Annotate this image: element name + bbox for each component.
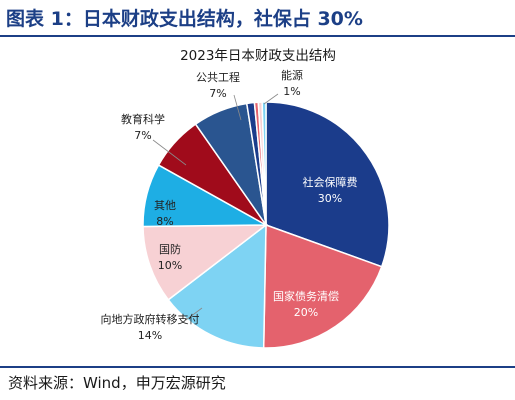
slice-value-label: 10% bbox=[158, 259, 182, 272]
slice-value-label: 14% bbox=[138, 329, 162, 342]
slice-label: 教育科学 bbox=[121, 112, 165, 126]
slice-label: 能源 bbox=[281, 68, 303, 82]
pie-slice-能源 bbox=[261, 101, 267, 226]
slice-label: 其他 bbox=[154, 199, 176, 212]
leader-line bbox=[185, 307, 203, 321]
slice-label: 社会保障费 bbox=[303, 175, 358, 189]
slice-label: 国家债务清偿 bbox=[273, 289, 339, 303]
pie-slice-国家债务清偿 bbox=[262, 223, 383, 349]
top-divider bbox=[0, 35, 515, 37]
slice-labels: 社会保障费 30% 国家债务清偿 20% 向地方政府转移支付 14% 国防 10% 其他 8% 教育… bbox=[101, 68, 358, 342]
slice-value-label: 20% bbox=[294, 306, 318, 319]
pie-slice-社会保障费 bbox=[265, 101, 390, 268]
slice-value-label: 30% bbox=[318, 192, 342, 205]
source-note: 资料来源：Wind，申万宏源研究 bbox=[8, 374, 226, 392]
slice-label: 向地方政府转移支付 bbox=[101, 312, 200, 326]
leader-lines bbox=[152, 93, 279, 321]
slice-value-label: 7% bbox=[134, 129, 151, 142]
slice-value-label: 7% bbox=[209, 87, 226, 100]
chart-title: 2023年日本财政支出结构 bbox=[180, 48, 336, 64]
slice-value-label: 8% bbox=[156, 215, 173, 228]
pie-slices bbox=[142, 101, 390, 349]
slice-value-label: 1% bbox=[283, 85, 300, 98]
figure-title: 图表 1：日本财政支出结构，社保占 30% bbox=[6, 8, 363, 30]
slice-label: 国防 bbox=[159, 242, 181, 256]
leader-line bbox=[263, 93, 279, 105]
pie-slice-向地方政府转移支付 bbox=[167, 223, 267, 349]
slice-label: 公共工程 bbox=[196, 71, 240, 84]
pie-chart: 2023年日本财政支出结构 社会保障费 30% 国家债务清偿 20% 向地方政府转移支付… bbox=[101, 48, 390, 349]
bottom-divider bbox=[0, 366, 515, 368]
leader-line bbox=[152, 139, 187, 166]
leader-line bbox=[233, 94, 242, 121]
pie-slice-国防 bbox=[142, 224, 269, 301]
